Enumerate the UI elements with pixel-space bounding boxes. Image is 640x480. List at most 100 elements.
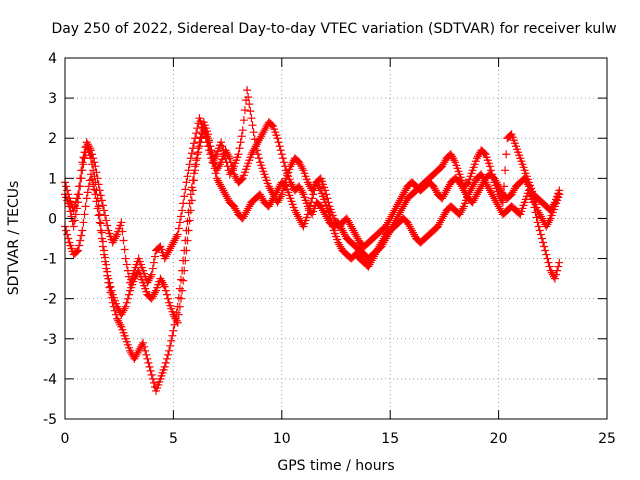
data-point-marker <box>542 250 551 259</box>
data-point-marker <box>113 314 122 323</box>
data-point-marker <box>256 134 265 143</box>
data-point-marker <box>109 236 118 245</box>
data-point-marker <box>347 222 356 231</box>
data-point-marker <box>290 206 299 215</box>
data-point-marker <box>123 294 132 303</box>
data-point-marker <box>170 312 179 321</box>
series-trace-c <box>61 86 564 287</box>
data-point-marker <box>364 262 373 271</box>
data-point-marker <box>172 232 181 241</box>
data-point-marker <box>268 121 277 130</box>
data-point-marker <box>217 182 226 191</box>
data-point-marker <box>211 152 220 161</box>
data-point-marker <box>322 190 331 199</box>
data-point-marker <box>182 226 191 235</box>
data-point-marker <box>265 200 274 209</box>
data-point-marker <box>474 152 483 161</box>
data-point-marker <box>201 134 210 143</box>
data-point-marker <box>537 214 546 223</box>
data-point-marker <box>321 186 330 195</box>
data-point-marker <box>310 182 319 191</box>
data-point-marker <box>192 156 201 165</box>
data-point-marker <box>124 290 133 299</box>
data-point-marker <box>118 308 127 317</box>
data-point-marker <box>399 190 408 199</box>
data-point-marker <box>236 138 245 147</box>
data-point-marker <box>389 208 398 217</box>
data-point-marker <box>251 142 260 151</box>
data-point-marker <box>95 186 104 195</box>
data-point-marker <box>308 194 317 203</box>
x-tick-label: 15 <box>381 431 399 447</box>
x-tick-label: 5 <box>169 431 178 447</box>
data-point-marker <box>494 202 503 211</box>
chart-title: Day 250 of 2022, Sidereal Day-to-day VTE… <box>51 21 616 37</box>
data-point-marker <box>298 188 307 197</box>
data-point-marker <box>168 331 177 340</box>
data-point-marker <box>274 138 283 147</box>
data-point-marker <box>156 274 165 283</box>
data-point-marker <box>470 178 479 187</box>
data-point-marker <box>117 218 126 227</box>
data-point-marker <box>533 206 542 215</box>
data-point-marker <box>348 224 357 233</box>
data-point-marker <box>189 139 198 148</box>
data-point-marker <box>80 210 89 219</box>
data-point-marker <box>147 370 156 379</box>
data-point-marker <box>105 283 114 292</box>
data-point-marker <box>232 206 241 215</box>
data-point-marker <box>189 169 198 178</box>
y-axis-label: SDTVAR / TECUs <box>6 181 22 296</box>
data-point-marker <box>87 170 96 179</box>
data-point-marker <box>540 242 549 251</box>
data-point-marker <box>242 208 251 217</box>
y-tick-label: 1 <box>48 171 57 187</box>
data-point-marker <box>536 212 545 221</box>
data-point-marker <box>145 274 154 283</box>
data-point-marker <box>111 232 120 241</box>
data-point-marker <box>245 202 254 211</box>
data-point-marker <box>161 286 170 295</box>
data-point-marker <box>542 222 551 231</box>
data-point-marker <box>340 230 349 239</box>
data-point-marker <box>259 128 268 137</box>
data-point-marker <box>485 162 494 171</box>
data-point-marker <box>84 182 93 191</box>
x-tick-label: 0 <box>61 431 70 447</box>
data-point-marker <box>455 178 464 187</box>
x-tick-label: 25 <box>598 431 616 447</box>
y-tick-label: -4 <box>43 372 57 388</box>
data-point-marker <box>205 146 214 155</box>
data-point-marker <box>472 190 481 199</box>
data-point-marker <box>69 222 78 231</box>
data-point-marker <box>150 252 159 261</box>
data-point-marker <box>149 290 158 299</box>
data-point-marker <box>169 326 178 335</box>
data-point-marker <box>240 210 249 219</box>
data-point-marker <box>175 218 184 227</box>
data-point-marker <box>80 148 89 157</box>
data-point-marker <box>379 234 388 243</box>
data-point-marker <box>185 216 194 225</box>
data-point-marker <box>240 106 249 115</box>
data-point-marker <box>474 188 483 197</box>
data-point-marker <box>229 164 238 173</box>
data-point-marker <box>491 196 500 205</box>
data-point-marker <box>180 192 189 201</box>
series-trace-b <box>61 118 564 395</box>
data-point-marker <box>539 238 548 247</box>
data-point-marker <box>227 166 236 175</box>
data-point-marker <box>339 228 348 237</box>
data-point-marker <box>467 184 476 193</box>
data-point-marker <box>166 341 175 350</box>
data-point-marker <box>115 318 124 327</box>
data-point-marker <box>122 298 131 307</box>
data-point-marker <box>210 164 219 173</box>
data-point-marker <box>168 240 177 249</box>
data-point-marker <box>455 210 464 219</box>
data-point-marker <box>298 164 307 173</box>
data-point-marker <box>97 196 106 205</box>
data-point-marker <box>303 210 312 219</box>
data-point-marker <box>397 194 406 203</box>
